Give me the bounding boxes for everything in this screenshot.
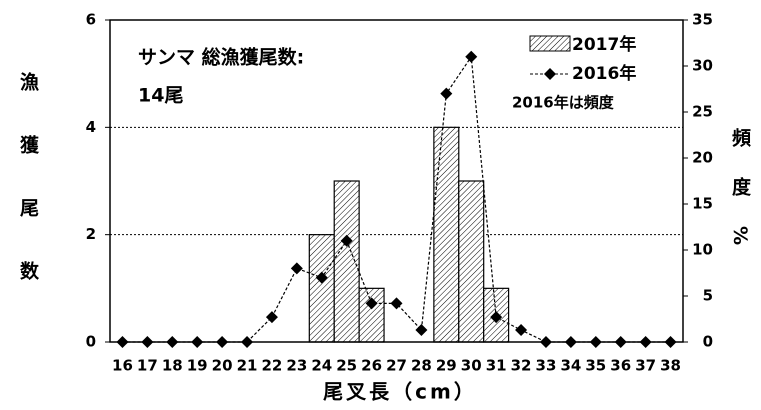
x-tick-label: 17 <box>137 357 158 375</box>
x-tick-label: 38 <box>660 357 681 375</box>
point <box>365 297 378 310</box>
point <box>515 324 528 337</box>
y-tick-label: 4 <box>86 118 96 136</box>
bar <box>358 287 385 343</box>
y2-axis-title: 頻度% <box>729 127 751 275</box>
point <box>639 336 652 348</box>
point <box>340 234 353 247</box>
point <box>265 311 278 324</box>
x-tick-label: 19 <box>187 357 208 375</box>
x-tick-label: 36 <box>610 357 631 375</box>
point <box>290 262 303 275</box>
x-tick-label: 18 <box>162 357 183 375</box>
bar <box>433 126 460 343</box>
y2-tick-label: 25 <box>692 103 713 121</box>
y2-tick-label: 35 <box>692 11 713 29</box>
x-tick-label: 23 <box>286 357 307 375</box>
x-tick-label: 26 <box>361 357 382 375</box>
point <box>166 336 179 348</box>
y2-tick-label: 10 <box>692 241 713 259</box>
legend-swatch <box>529 35 571 52</box>
x-tick-label: 22 <box>261 357 282 375</box>
point <box>216 336 229 348</box>
point <box>191 336 204 348</box>
legend-label: 2016年 <box>572 63 636 84</box>
x-tick-label: 35 <box>585 357 606 375</box>
x-tick-label: 34 <box>560 357 581 375</box>
point <box>390 297 403 310</box>
bar <box>308 234 335 343</box>
y2-tick-label: 30 <box>692 57 713 75</box>
point <box>589 336 602 348</box>
annotation: 2016年は頻度 <box>512 94 615 112</box>
point <box>564 336 577 348</box>
y-axis-title: 漁獲尾数 <box>17 71 39 324</box>
annotation: サンマ 総漁獲尾数: <box>138 46 304 69</box>
x-tick-label: 25 <box>336 357 357 375</box>
point <box>116 336 129 348</box>
y2-tick-label: 15 <box>692 195 713 213</box>
point <box>465 50 478 63</box>
legend-label: 2017年 <box>572 34 636 55</box>
point <box>440 87 453 100</box>
annotation: 14尾 <box>138 85 183 107</box>
point <box>539 336 552 348</box>
x-tick-label: 30 <box>461 357 482 375</box>
point <box>415 324 428 337</box>
y-tick-label: 0 <box>86 333 96 351</box>
point <box>614 336 627 348</box>
point <box>141 336 154 348</box>
x-tick-label: 37 <box>635 357 656 375</box>
x-tick-label: 21 <box>237 357 258 375</box>
legend-marker <box>544 68 556 80</box>
x-tick-label: 20 <box>212 357 233 375</box>
x-axis-title: 尾叉長（cm） <box>323 380 477 404</box>
x-tick-label: 27 <box>386 357 407 375</box>
x-tick-label: 32 <box>511 357 532 375</box>
y2-tick-label: 5 <box>703 287 713 305</box>
y2-tick-label: 20 <box>692 149 713 167</box>
point <box>315 271 328 284</box>
point <box>241 336 254 348</box>
plot-frame <box>109 19 684 343</box>
x-tick-label: 28 <box>411 357 432 375</box>
point <box>490 311 503 324</box>
point <box>664 336 677 348</box>
x-tick-label: 24 <box>311 357 332 375</box>
bar <box>458 180 485 343</box>
y-tick-label: 2 <box>86 225 96 243</box>
x-tick-label: 31 <box>486 357 507 375</box>
x-tick-label: 16 <box>112 357 133 375</box>
y2-tick-label: 0 <box>703 333 713 351</box>
x-tick-label: 33 <box>536 357 557 375</box>
y-tick-label: 6 <box>86 11 96 29</box>
x-tick-label: 29 <box>436 357 457 375</box>
